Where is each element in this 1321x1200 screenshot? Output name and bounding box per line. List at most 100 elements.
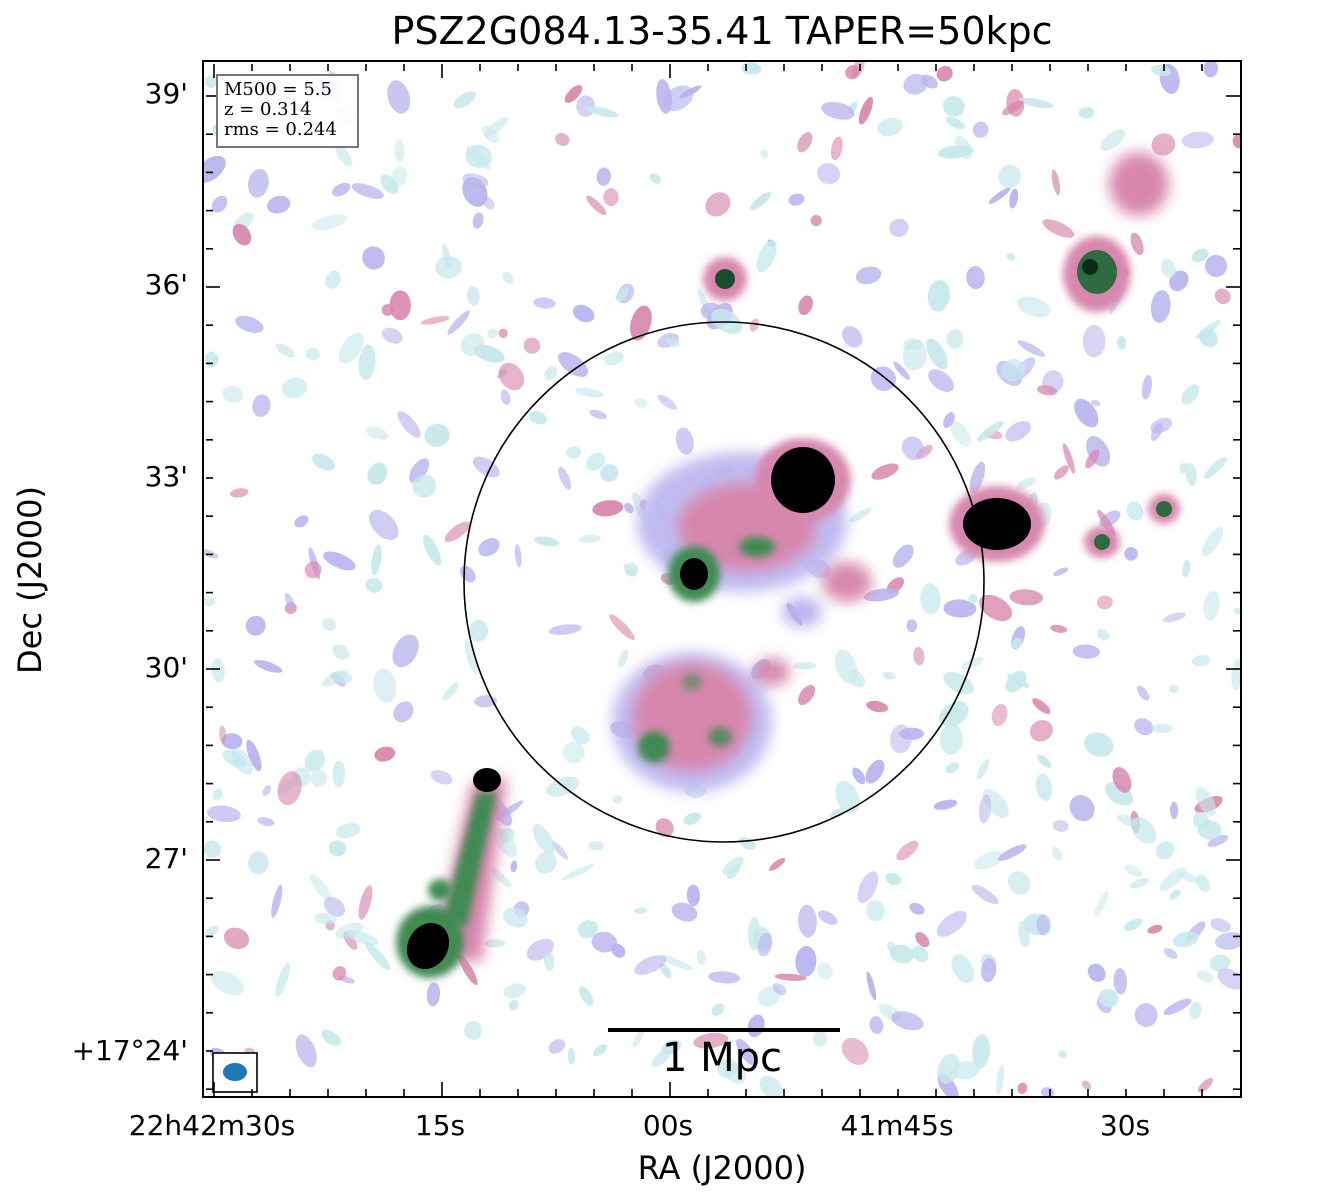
noise-blob [1017, 340, 1046, 357]
scale-bar-label: 1 Mpc [661, 1035, 783, 1081]
noise-blob [1179, 462, 1189, 474]
noise-blob [564, 85, 583, 103]
noise-blob [322, 618, 336, 632]
noise-blob [544, 951, 555, 972]
noise-blob [817, 962, 833, 980]
noise-blob [998, 844, 1027, 861]
noise-blob [332, 182, 351, 197]
noise-blob [212, 788, 223, 801]
noise-blob [996, 1064, 1005, 1095]
noise-blob [221, 733, 243, 750]
y-tick-label: 36' [144, 268, 188, 301]
noise-blob [210, 970, 244, 996]
noise-blob [974, 851, 1004, 870]
noise-blob [1036, 914, 1051, 936]
noise-blob [1150, 65, 1171, 77]
noise-blob [926, 338, 948, 370]
y-axis-label-text: Dec (J2000) [11, 486, 49, 674]
noise-blob [1058, 1050, 1067, 1059]
noise-blob [1130, 232, 1144, 256]
x-tick-label: 30s [1099, 1109, 1151, 1142]
noise-blob [311, 453, 335, 471]
noise-blob [1037, 754, 1052, 768]
noise-blob [954, 135, 973, 160]
noise-blob [1081, 1080, 1092, 1090]
noise-blob [1123, 918, 1143, 931]
noise-blob [1134, 1003, 1158, 1027]
noise-blob [1197, 1077, 1213, 1093]
noise-blob [393, 701, 414, 723]
noise-blob [1006, 252, 1016, 261]
noise-blob [858, 96, 874, 125]
noise-blob [566, 446, 581, 459]
info-box: M500 = 5.5 z = 0.314 rms = 0.244 [216, 74, 359, 148]
noise-blob [991, 703, 1008, 727]
noise-blob [335, 143, 352, 167]
noise-blob [768, 857, 786, 871]
noise-blob [863, 588, 900, 602]
noise-blob [865, 759, 885, 784]
noise-blob [389, 166, 408, 189]
noise-blob [325, 270, 341, 289]
noise-blob [222, 749, 247, 768]
noise-blob [562, 864, 595, 881]
noise-blob [1052, 820, 1069, 832]
noise-blob [1195, 786, 1216, 817]
noise-blob [1181, 384, 1200, 405]
noise-blob [665, 337, 680, 347]
noise-blob [362, 246, 385, 270]
noise-blob [902, 338, 923, 351]
noise-blob [510, 860, 518, 873]
noise-blob [618, 649, 629, 668]
noise-blob [1009, 589, 1043, 606]
noise-blob [309, 873, 332, 902]
noise-blob [920, 74, 938, 89]
tailed-radio-galaxy [396, 768, 507, 978]
noise-blob [503, 983, 527, 999]
noise-blob [369, 509, 399, 541]
noise-blob [365, 426, 389, 441]
noise-blob [1160, 258, 1177, 279]
noise-blob [1018, 97, 1054, 109]
noise-blob [478, 537, 500, 557]
noise-blob [945, 116, 966, 130]
noise-blob [1129, 878, 1150, 889]
noise-blob [951, 954, 975, 984]
noise-blob [281, 377, 308, 399]
noise-blob [523, 337, 541, 354]
noise-blob [1005, 420, 1031, 442]
noise-blob [397, 411, 421, 438]
noise-blob [615, 286, 629, 302]
noise-blob [981, 958, 997, 983]
noise-blob [841, 1037, 869, 1065]
noise-blob [252, 394, 271, 417]
noise-blob [294, 515, 309, 528]
noise-blob [494, 828, 517, 858]
noise-blob [671, 902, 698, 922]
noise-blob [1215, 932, 1240, 950]
beam-ellipse [223, 1063, 247, 1081]
noise-blob [305, 347, 320, 361]
noise-blob [1062, 443, 1076, 474]
noise-blob [946, 329, 964, 349]
noise-blob [548, 624, 582, 635]
noise-blob [1050, 624, 1068, 633]
noise-blob [1094, 891, 1109, 917]
noise-blob [321, 1029, 342, 1046]
noise-blob [389, 290, 411, 321]
noise-blob [1168, 684, 1179, 694]
noise-blob [852, 767, 866, 785]
noise-blob [1091, 399, 1101, 407]
x-tick-label: 22h42m30s [128, 1109, 296, 1142]
noise-blob [204, 155, 226, 183]
noise-blob [829, 807, 846, 819]
noise-blob [459, 565, 476, 583]
background-noise [204, 62, 1240, 1096]
noise-blob [232, 223, 252, 246]
noise-blob [612, 795, 623, 804]
noise-blob [532, 824, 555, 855]
noise-blob [575, 387, 604, 398]
noise-blob [211, 195, 228, 213]
noise-blob [246, 739, 262, 772]
image-title: PSZ2G084.13-35.41 TAPER=50kpc [391, 9, 1053, 53]
